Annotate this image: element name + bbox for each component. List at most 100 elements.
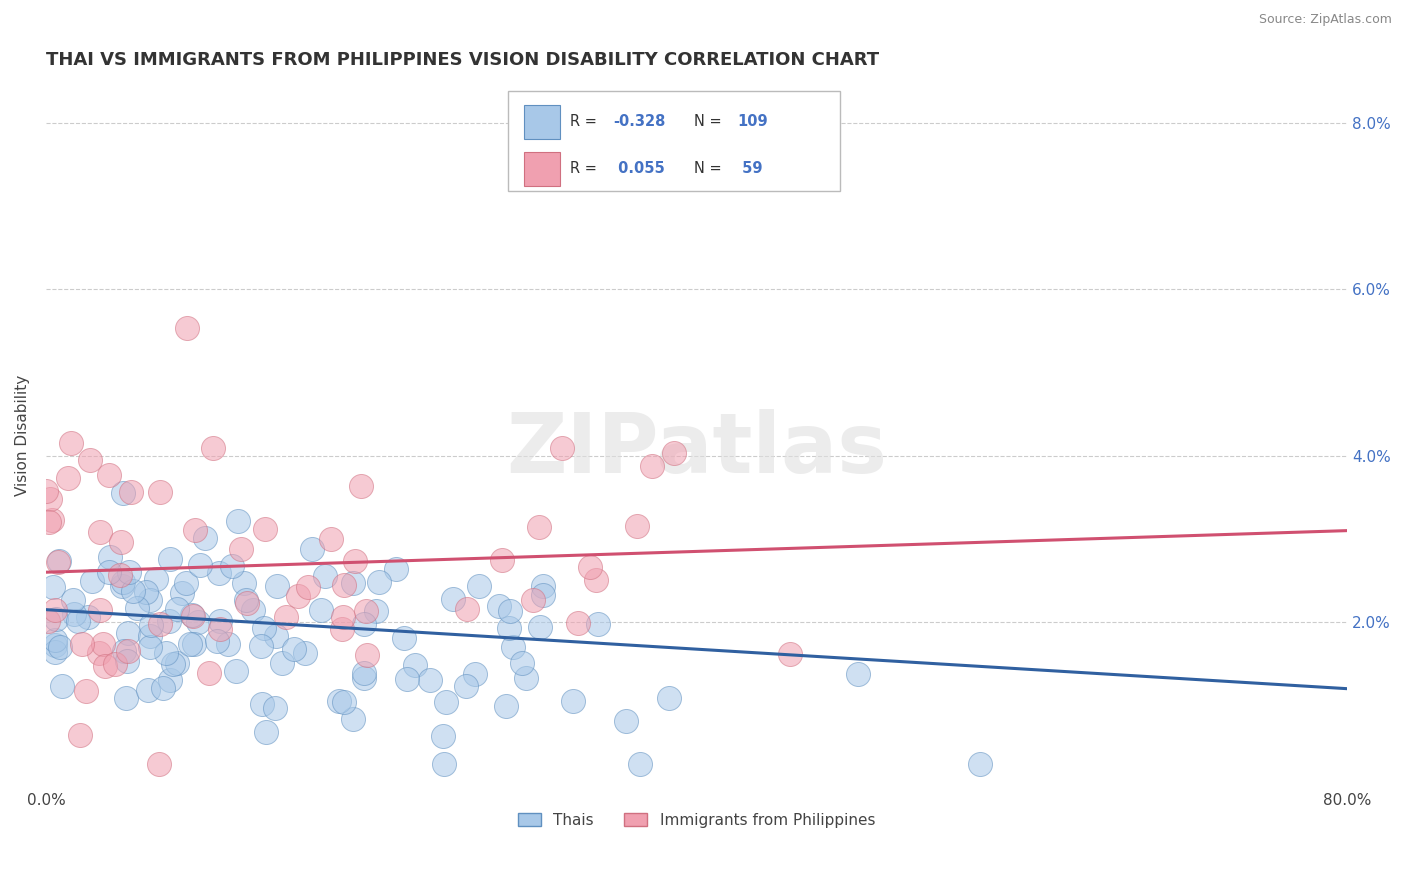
Point xyxy=(209,622,232,636)
Point xyxy=(333,578,356,592)
Point xyxy=(76,610,98,624)
Point xyxy=(332,609,354,624)
Point xyxy=(330,622,353,636)
Point xyxy=(353,671,375,685)
Point xyxy=(846,666,869,681)
Text: N =: N = xyxy=(695,114,727,129)
Point xyxy=(441,591,464,606)
Point xyxy=(253,621,276,635)
Point xyxy=(231,541,253,556)
Point xyxy=(309,603,332,617)
Point xyxy=(252,698,274,712)
Point xyxy=(502,640,524,654)
Point xyxy=(51,679,73,693)
Point xyxy=(202,441,225,455)
Point xyxy=(249,639,271,653)
Point xyxy=(148,485,170,500)
Point xyxy=(112,644,135,658)
Point xyxy=(181,608,204,623)
Point xyxy=(779,647,801,661)
FancyBboxPatch shape xyxy=(508,91,839,191)
Point xyxy=(44,603,66,617)
Point xyxy=(141,618,163,632)
Y-axis label: Vision Disability: Vision Disability xyxy=(15,375,30,496)
Point xyxy=(404,657,426,672)
Point xyxy=(294,647,316,661)
Point xyxy=(157,615,180,629)
Text: 109: 109 xyxy=(737,114,768,129)
Point xyxy=(218,636,240,650)
Point xyxy=(37,615,59,629)
Point xyxy=(62,592,84,607)
Point xyxy=(498,621,520,635)
Text: N =: N = xyxy=(695,161,727,177)
Point xyxy=(179,637,201,651)
Point xyxy=(44,638,66,652)
Point xyxy=(235,593,257,607)
Point xyxy=(125,601,148,615)
Point xyxy=(287,589,309,603)
Point xyxy=(44,632,66,647)
Point xyxy=(468,579,491,593)
Point xyxy=(89,603,111,617)
Point xyxy=(264,701,287,715)
Point xyxy=(499,604,522,618)
Point xyxy=(628,756,651,771)
Point xyxy=(117,644,139,658)
Point xyxy=(454,679,477,693)
Point xyxy=(166,657,188,671)
Point xyxy=(104,657,127,671)
Point xyxy=(567,616,589,631)
Bar xyxy=(523,152,560,186)
Point xyxy=(531,578,554,592)
Point xyxy=(353,665,375,680)
Point xyxy=(456,602,478,616)
Point xyxy=(354,604,377,618)
Point xyxy=(112,486,135,500)
Point xyxy=(510,657,533,671)
Point xyxy=(342,712,364,726)
Point xyxy=(176,321,198,335)
Point xyxy=(48,554,70,568)
Point xyxy=(148,756,170,771)
Point xyxy=(98,467,121,482)
Text: R =: R = xyxy=(571,114,602,129)
Point xyxy=(254,724,277,739)
Point xyxy=(117,626,139,640)
Point xyxy=(118,565,141,579)
Point xyxy=(98,550,121,565)
Point xyxy=(208,615,231,629)
Text: Source: ZipAtlas.com: Source: ZipAtlas.com xyxy=(1258,13,1392,27)
Point xyxy=(276,609,298,624)
Text: 0.055: 0.055 xyxy=(613,161,665,177)
Point xyxy=(69,728,91,742)
Point xyxy=(432,729,454,743)
Point xyxy=(396,672,419,686)
Point xyxy=(264,628,287,642)
Point xyxy=(166,601,188,615)
Point xyxy=(139,593,162,607)
Point xyxy=(63,607,86,621)
Point xyxy=(356,648,378,663)
Point xyxy=(75,683,97,698)
Point xyxy=(94,658,117,673)
Point xyxy=(205,633,228,648)
Point xyxy=(319,532,342,546)
Point xyxy=(242,603,264,617)
Point xyxy=(529,620,551,634)
Legend: Thais, Immigrants from Philippines: Thais, Immigrants from Philippines xyxy=(512,806,882,834)
Point xyxy=(221,558,243,573)
Point xyxy=(184,523,207,537)
Point xyxy=(38,491,60,506)
Point xyxy=(183,637,205,651)
Point xyxy=(271,657,294,671)
Point xyxy=(120,484,142,499)
Point xyxy=(115,654,138,668)
Point xyxy=(226,514,249,528)
Point xyxy=(266,579,288,593)
Point xyxy=(45,612,67,626)
Point xyxy=(562,694,585,708)
Point xyxy=(314,568,336,582)
Point xyxy=(364,604,387,618)
Point xyxy=(145,572,167,586)
